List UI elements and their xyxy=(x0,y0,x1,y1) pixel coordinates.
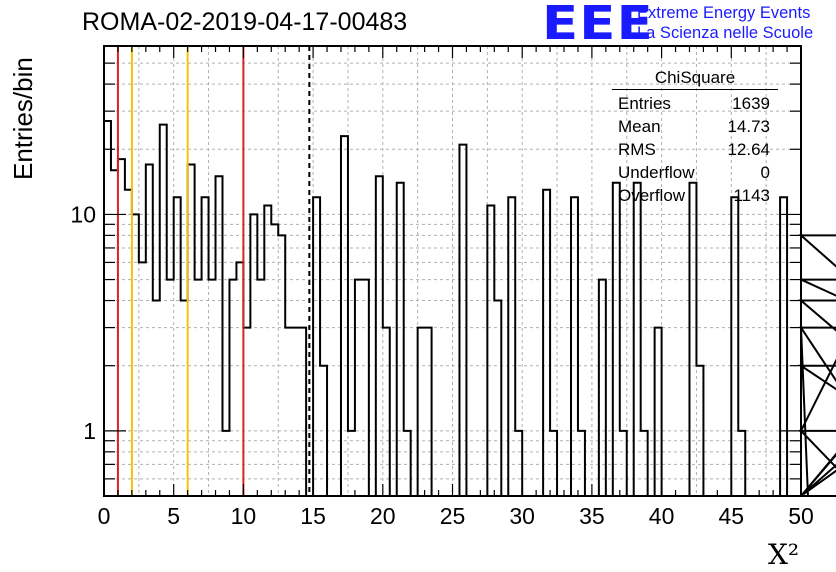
reference-lines xyxy=(116,46,311,496)
x-tick-label: 35 xyxy=(579,503,605,529)
stats-value: 14.73 xyxy=(727,117,770,136)
stats-title: ChiSquare xyxy=(612,68,778,90)
histogram-series xyxy=(103,120,836,497)
stats-label: RMS xyxy=(618,140,656,159)
stats-box: ChiSquare Entries 1639 Mean 14.73 RMS 12… xyxy=(612,68,778,207)
stats-value: 1639 xyxy=(732,94,770,113)
y-axis-label: Entries/bin xyxy=(8,57,38,180)
eee-logo: EEE xyxy=(542,0,654,50)
stats-value: 12.64 xyxy=(727,140,770,159)
stats-row-overflow: Overflow 1143 xyxy=(612,184,778,207)
stats-label: Entries xyxy=(618,94,671,113)
x-tick-label: 50 xyxy=(788,503,814,529)
stats-value: 1143 xyxy=(733,186,770,205)
x-axis-label: X² xyxy=(768,538,800,571)
stats-row-mean: Mean 14.73 xyxy=(612,115,778,138)
plot-frame xyxy=(103,45,802,497)
x-tick-label: 5 xyxy=(167,503,180,529)
y-tick-label: 1 xyxy=(83,418,96,444)
x-tick-label: 25 xyxy=(440,503,466,529)
stats-label: Overflow xyxy=(618,186,686,205)
x-tick-label: 40 xyxy=(649,503,675,529)
x-tick-label: 20 xyxy=(370,503,396,529)
x-tick-label: 10 xyxy=(231,503,257,529)
logo-line-2: La Scienza nelle Scuole xyxy=(637,24,814,42)
chart-title: ROMA-02-2019-04-17-00483 xyxy=(82,8,408,36)
stats-row-rms: RMS 12.64 xyxy=(612,138,778,161)
x-tick-label: 45 xyxy=(719,503,745,529)
x-tick-label: 15 xyxy=(300,503,326,529)
logo-line-1: Extreme Energy Events xyxy=(637,4,811,22)
stats-row-underflow: Underflow 0 xyxy=(612,161,778,184)
histogram-line xyxy=(103,120,836,497)
y-tick-label: 10 xyxy=(70,201,96,227)
stats-label: Mean xyxy=(618,117,661,136)
stats-label: Underflow xyxy=(618,163,695,182)
stats-value: 0 xyxy=(760,163,770,182)
stats-row-entries: Entries 1639 xyxy=(612,92,778,115)
x-tick-label: 30 xyxy=(509,503,535,529)
x-tick-label: 0 xyxy=(98,503,111,529)
